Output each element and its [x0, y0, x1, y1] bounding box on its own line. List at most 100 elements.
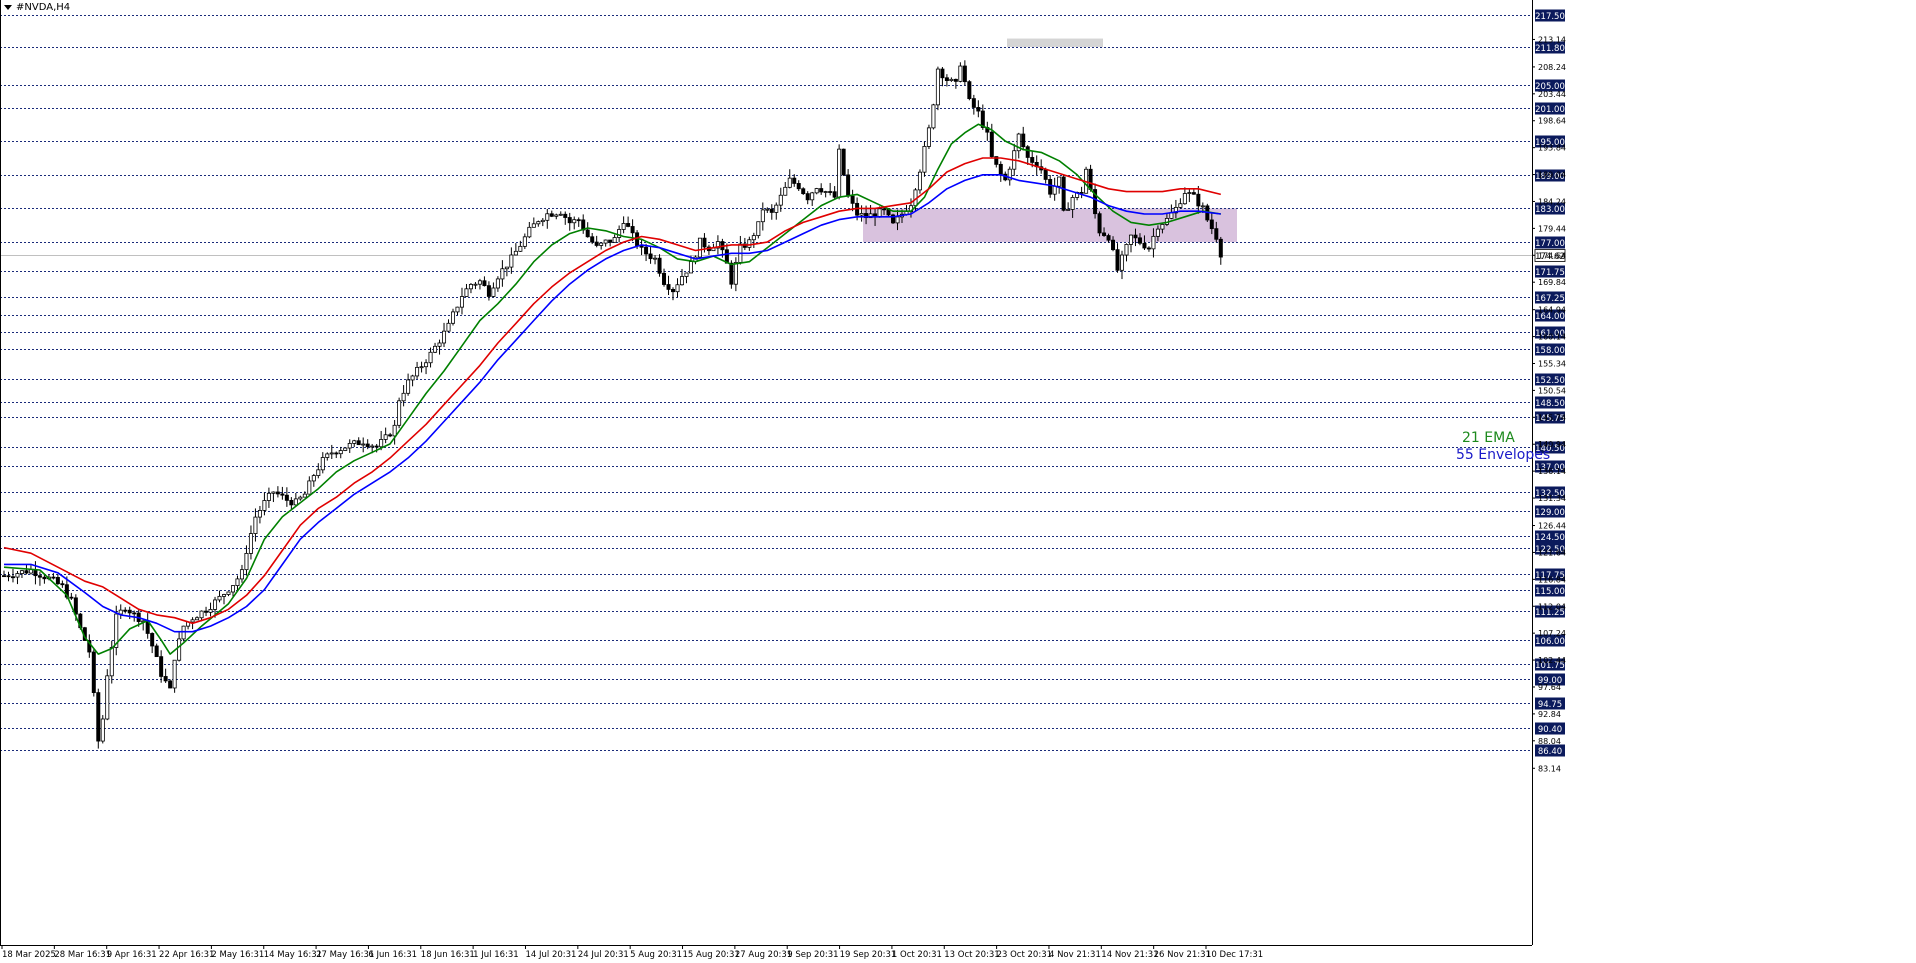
candle-body [370, 445, 375, 448]
candle-body [338, 450, 343, 455]
candle-body [953, 78, 958, 82]
candle-body [832, 191, 837, 198]
level-label-bg [1535, 411, 1565, 424]
level-label: 117.75 [1535, 568, 1565, 581]
candle-body [1137, 237, 1142, 244]
candle-body [940, 68, 945, 79]
zones-layer [863, 38, 1237, 243]
candle [837, 144, 842, 200]
time-tick-label: 18 Mar 2025 [2, 950, 56, 960]
candle-body [320, 457, 325, 471]
candle-body [572, 219, 577, 224]
candle-body [1115, 249, 1120, 271]
candle-body [383, 434, 388, 440]
candle-body [352, 440, 357, 444]
candle-body [590, 236, 595, 243]
level-label: 106.00 [1535, 634, 1565, 647]
level-label: 90.40 [1535, 722, 1565, 735]
price-tick-label: 121.64 [1538, 548, 1566, 557]
candle [1155, 225, 1160, 242]
time-tick-label: 22 Apr 16:31 [159, 950, 214, 960]
level-label-text: 145.75 [1535, 414, 1565, 424]
candle-body [756, 221, 761, 237]
price-tick-label: 97.64 [1538, 683, 1561, 692]
candle-body [769, 208, 774, 213]
candle-body [455, 306, 460, 313]
candle-body [356, 440, 361, 446]
candle [230, 585, 235, 598]
candle-body [1079, 191, 1084, 194]
level-label: 129.00 [1535, 505, 1565, 518]
candle [1016, 132, 1021, 159]
candle [352, 439, 357, 448]
candle-body [397, 400, 402, 426]
candle [715, 235, 720, 255]
candle-body [846, 174, 851, 197]
candle-body [729, 262, 734, 285]
candle [280, 486, 285, 500]
price-tick-label: 150.54 [1538, 386, 1566, 395]
time-tick-label: 26 Nov 21:31 [1154, 950, 1211, 960]
candle [738, 235, 743, 265]
candle-body [235, 578, 240, 586]
candle [1093, 183, 1098, 219]
candle-body [482, 280, 487, 287]
level-label: 122.50 [1535, 542, 1565, 555]
level-label-bg [1535, 584, 1565, 597]
candle-body [1052, 185, 1057, 195]
candle-body [150, 633, 155, 647]
price-tick-label: 174.64 [1538, 251, 1566, 260]
candle-body [289, 499, 294, 506]
candle [693, 255, 698, 265]
price-tick-label: 145.74 [1538, 413, 1566, 422]
candle-body [347, 442, 352, 449]
candle-body [1128, 234, 1133, 245]
candle-body [958, 65, 963, 82]
candle-body [980, 110, 985, 128]
level-label-text: 86.40 [1538, 747, 1562, 757]
candle-body [118, 609, 123, 615]
level-label-bg [1535, 568, 1565, 581]
candle-body [446, 322, 451, 332]
candle-body [917, 171, 922, 191]
candle-body [554, 214, 559, 217]
level-label-text: 164.00 [1535, 312, 1565, 322]
level-label-text: 132.50 [1535, 489, 1565, 499]
chevron-down-icon[interactable] [4, 4, 12, 10]
candle [684, 272, 689, 284]
candle [603, 239, 608, 247]
level-label-bg [1535, 169, 1565, 182]
level-label: 99.00 [1535, 673, 1565, 686]
candle [841, 148, 846, 177]
candle-body [504, 266, 509, 270]
candle [1124, 243, 1129, 262]
candle-body [477, 280, 482, 285]
candle [1173, 199, 1178, 219]
candle-body [935, 68, 940, 106]
candle-body [864, 213, 869, 219]
price-tick-label: 184.24 [1538, 197, 1566, 206]
candle-body [1169, 212, 1174, 219]
candle-body [105, 675, 110, 720]
candle [828, 182, 833, 196]
time-tick-label: 10 Dec 17:31 [1206, 950, 1263, 960]
level-label-bg [1535, 79, 1565, 92]
time-tick-label: 6 Jun 16:31 [368, 950, 417, 960]
candle [554, 213, 559, 220]
candle [415, 361, 420, 379]
candle [437, 339, 442, 355]
zone-range [863, 208, 1237, 243]
candle [931, 103, 936, 130]
candle [482, 276, 487, 287]
candle-body [787, 177, 792, 188]
candle-body [213, 599, 218, 610]
candle [217, 590, 222, 603]
series-55-envelopes [4, 174, 1221, 633]
candle [1115, 243, 1120, 273]
candle-body [1102, 232, 1107, 236]
candle-body [406, 379, 411, 394]
candle [792, 174, 797, 187]
candle [585, 222, 590, 238]
candle [563, 211, 568, 225]
